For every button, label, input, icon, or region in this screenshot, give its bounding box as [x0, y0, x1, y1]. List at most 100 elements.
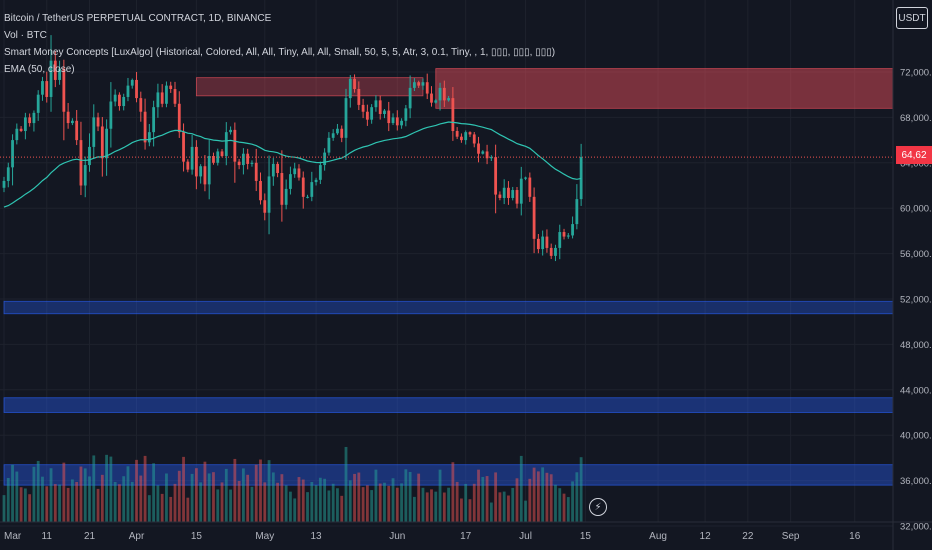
candle-body	[139, 98, 143, 112]
price-axis-label: 60,000.0	[900, 204, 932, 215]
grid	[0, 0, 893, 527]
lightning-icon[interactable]: ⚡	[589, 498, 607, 516]
candle-body	[152, 107, 156, 133]
candle-body	[190, 146, 194, 170]
volume-bar	[130, 481, 134, 522]
candle-body	[336, 128, 339, 134]
volume-bar	[374, 469, 378, 522]
candle-body	[554, 247, 557, 256]
candle-body	[237, 161, 241, 166]
candle-body	[41, 81, 44, 95]
candle-body	[71, 120, 74, 124]
volume-bar	[229, 489, 232, 522]
candle-body	[498, 194, 502, 198]
time-axis-label: Sep	[782, 531, 800, 542]
volume-bar	[2, 495, 6, 522]
candle-body	[417, 82, 421, 86]
volume-bar	[254, 464, 258, 522]
time-axis-label: 11	[42, 531, 53, 542]
volume-bar	[92, 455, 96, 522]
time-axis[interactable]: Mar 11 21 Apr 15 May 13 Jun 17 Jul 15 Aug 12 22 Sep 16	[0, 521, 932, 542]
volume-bar	[515, 478, 519, 522]
candle-body	[344, 98, 348, 138]
candle-body	[430, 93, 433, 103]
legend-volume[interactable]: Vol · BTC	[4, 30, 47, 41]
price-axis[interactable]: 72,000.068,000.064,000.060,000.056,000.0…	[892, 0, 932, 550]
legend-ema[interactable]: EMA (50, close)	[4, 64, 75, 75]
volume-bar	[519, 455, 523, 522]
currency-button[interactable]: USDT	[896, 7, 928, 29]
time-axis-label: 13	[311, 531, 323, 542]
volume-bar	[233, 458, 237, 522]
ema-line	[3, 121, 582, 208]
volume-bar	[122, 476, 126, 522]
volume-bar	[502, 491, 506, 522]
volume-bar	[276, 482, 279, 522]
candle-body	[58, 68, 61, 80]
candle-body	[284, 188, 288, 205]
candle-body	[289, 174, 292, 189]
candle-body	[177, 103, 181, 133]
candle-body	[83, 165, 87, 186]
candle-body	[425, 82, 429, 94]
candle-body	[45, 81, 49, 97]
volume-bar	[387, 485, 391, 522]
volume-bar	[109, 456, 113, 522]
time-axis-label: Aug	[649, 531, 667, 542]
candle-body	[276, 163, 279, 174]
candle-body	[216, 151, 220, 163]
volume-bar	[169, 496, 173, 522]
candle-body	[182, 132, 185, 162]
demand-zone	[3, 300, 894, 315]
volume-bar	[216, 489, 220, 522]
volume-bar	[224, 468, 228, 522]
volume-bar	[143, 455, 147, 522]
candle-body	[562, 232, 566, 237]
candle-body	[259, 180, 262, 201]
volume-bar	[36, 460, 40, 522]
candle-body	[365, 111, 369, 120]
volume-bar	[571, 481, 574, 522]
candle-body	[53, 60, 57, 80]
volume-bar	[554, 484, 557, 522]
volume-bar	[49, 468, 53, 522]
candle-body	[105, 128, 108, 159]
candle-body	[400, 120, 403, 126]
candle-body	[575, 199, 579, 225]
candle-body	[507, 187, 510, 198]
volume-bar	[160, 493, 164, 522]
candle-body	[23, 117, 27, 132]
candle-body	[408, 87, 412, 109]
volume-bar	[32, 466, 36, 522]
volume-bar	[562, 493, 566, 522]
candle-body	[207, 155, 211, 185]
candle-body	[147, 132, 151, 143]
volume-bar	[11, 464, 14, 522]
candle-body	[536, 238, 540, 250]
legend-smc[interactable]: Smart Money Concepts [LuxAlgo] (Historic…	[4, 47, 556, 58]
volume-bar	[536, 471, 540, 522]
candle-body	[442, 87, 446, 101]
time-axis-label: Jul	[519, 531, 532, 542]
time-axis-label: 15	[191, 531, 203, 542]
volume-bar	[96, 488, 100, 522]
volume-bar	[357, 472, 361, 522]
candle-body	[75, 120, 79, 141]
candle-body	[323, 152, 327, 166]
volume-bar	[391, 478, 395, 522]
volume-bar	[566, 497, 570, 522]
volume-bar	[53, 484, 57, 522]
volume-bar	[541, 467, 545, 522]
candle-body	[186, 161, 190, 170]
candle-body	[250, 162, 254, 164]
volume-bar	[177, 470, 181, 522]
volume-bar	[165, 473, 168, 522]
volume-bar	[511, 487, 515, 522]
volume-bar	[528, 478, 532, 522]
volume-bar	[472, 483, 476, 522]
candle-body	[391, 117, 395, 124]
candle-body	[271, 163, 275, 177]
legend-symbol[interactable]: Bitcoin / TetherUS PERPETUAL CONTRACT, 1…	[4, 13, 272, 24]
candle-body	[306, 196, 309, 198]
